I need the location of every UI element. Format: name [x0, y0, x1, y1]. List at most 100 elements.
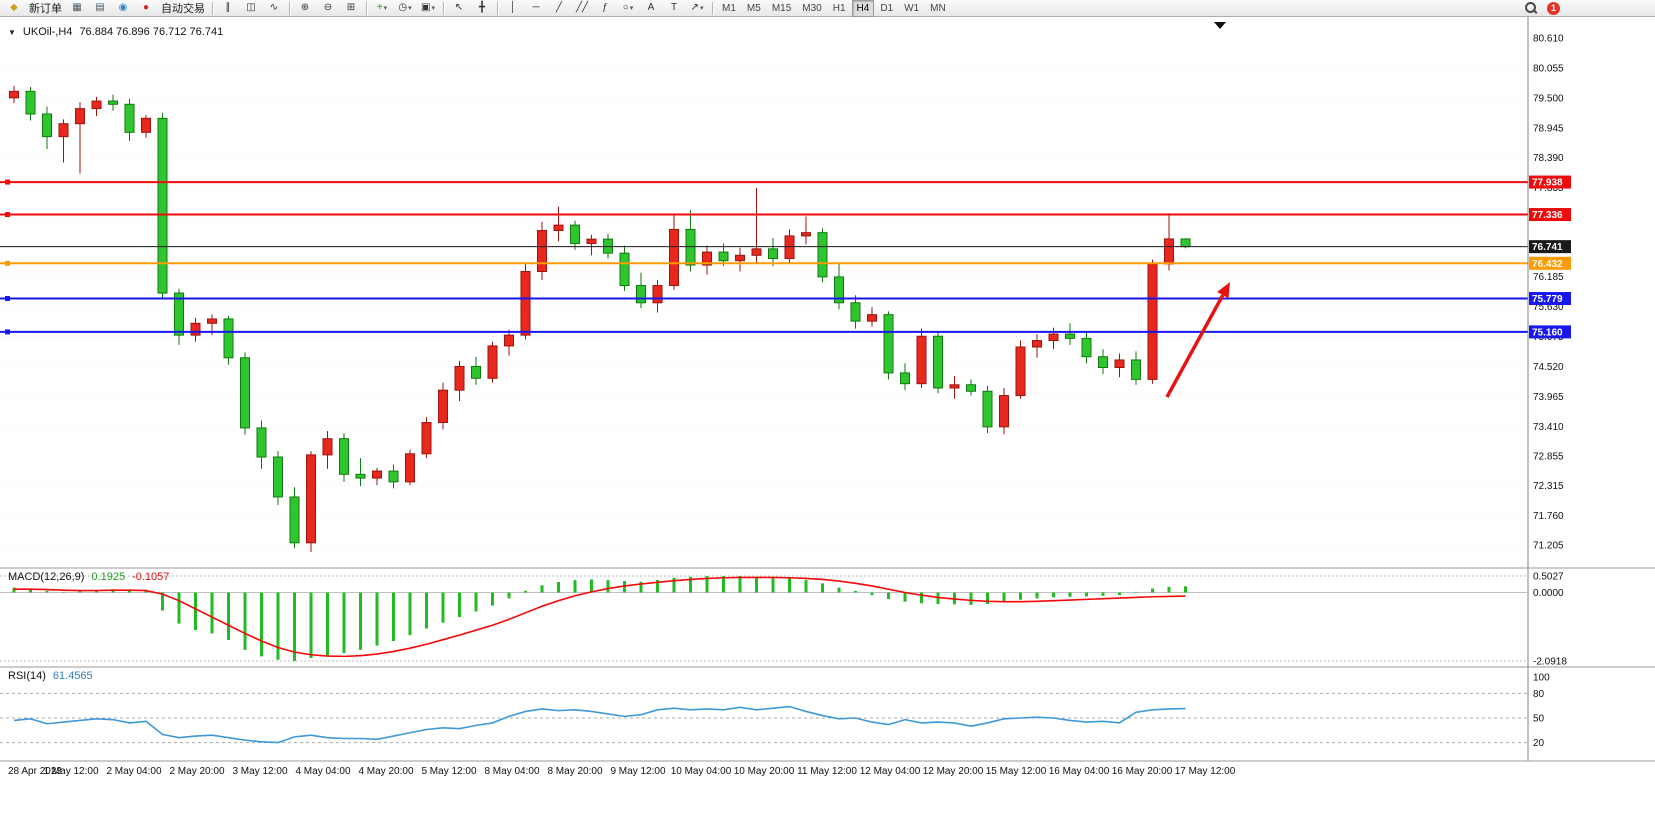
line-handle[interactable]: [5, 212, 10, 218]
autotrading-icon[interactable]: ●: [142, 2, 150, 13]
toolbar-separator: [289, 1, 290, 15]
candle-body: [454, 365, 465, 391]
one-click-trading-icon[interactable]: ▼: [8, 27, 16, 37]
time-axis-label: 15 May 12:00: [986, 766, 1047, 777]
rsi-axis-label: 50: [1533, 714, 1545, 725]
trendline-icon[interactable]: ╱: [555, 2, 563, 13]
candle-body: [487, 345, 498, 379]
time-axis-label: 17 May 12:00: [1175, 766, 1236, 777]
candle-body: [207, 318, 217, 324]
candle-body: [141, 117, 151, 133]
time-axis-label: 2 May 04:00: [106, 766, 161, 777]
line-handle[interactable]: [5, 296, 10, 302]
periods-icon[interactable]: ◷ ▾: [398, 2, 412, 13]
new-order-button[interactable]: 新订单: [29, 3, 62, 15]
charts-window-icon[interactable]: ▦: [72, 2, 82, 13]
price-axis-label: 71.205: [1533, 541, 1564, 552]
symbol-timeframe-label: UKOil-,H4: [22, 26, 73, 38]
new-order-icon[interactable]: ◆: [10, 2, 18, 13]
time-axis-label: 1 May 12:00: [43, 766, 98, 777]
price-badge-75.160: [1529, 325, 1571, 339]
candle-body: [1180, 238, 1191, 248]
timeframe-m1[interactable]: M1: [722, 2, 736, 14]
time-axis-label: 8 May 04:00: [484, 766, 539, 777]
candle-body: [25, 90, 36, 115]
text-icon[interactable]: A: [647, 2, 655, 13]
line-chart-icon[interactable]: ∿: [269, 2, 279, 13]
price-badge-label: 77.336: [1532, 210, 1563, 221]
candle-body: [751, 248, 762, 256]
price-axis-label: 72.855: [1533, 452, 1564, 463]
candle-body: [190, 322, 201, 336]
auto-trading-button[interactable]: 自动交易: [161, 3, 205, 15]
arrows-icon[interactable]: ↗ ▾: [690, 2, 704, 13]
candle-body: [619, 252, 630, 287]
line-handle[interactable]: [5, 329, 10, 335]
time-axis-label: 5 May 12:00: [421, 766, 476, 777]
tile-windows-icon[interactable]: ⊞: [346, 2, 356, 13]
price-axis-label: 80.610: [1533, 33, 1564, 44]
crosshair-icon[interactable]: ╋: [478, 2, 486, 13]
timeframe-mn[interactable]: MN: [930, 2, 946, 14]
toolbar-separator: [712, 1, 713, 15]
channel-icon[interactable]: ╱╱: [575, 2, 589, 13]
macd-header: MACD(12,26,9) 0.1925 -0.1057: [8, 571, 169, 583]
timeframe-m30[interactable]: M30: [802, 2, 822, 14]
shapes-icon[interactable]: ○ ▾: [622, 2, 634, 13]
candle-body: [405, 453, 415, 483]
price-axis-label: 77.835: [1533, 183, 1564, 194]
timeframe-h4[interactable]: H4: [851, 0, 875, 17]
candle-body: [652, 285, 663, 304]
price-badge-label: 77.938: [1532, 178, 1563, 189]
cursor-icon[interactable]: ↖: [454, 2, 464, 13]
timeframe-w1[interactable]: W1: [904, 2, 920, 14]
price-axis-label: 74.520: [1533, 362, 1564, 373]
zoom-out-icon[interactable]: ⊖: [323, 2, 333, 13]
price-axis-label: 72.315: [1533, 481, 1564, 492]
time-axis-label: 28 Apr 2023: [8, 766, 62, 777]
time-axis-label: 11 May 12:00: [797, 766, 857, 777]
notification-badge[interactable]: 1: [1547, 1, 1560, 15]
timeframe-m15[interactable]: M15: [771, 2, 792, 14]
time-axis-label: 9 May 12:00: [610, 766, 665, 777]
candle-body: [553, 224, 564, 232]
candle-body: [735, 254, 745, 262]
text-label-icon[interactable]: T: [670, 2, 678, 13]
candle-body: [900, 372, 910, 385]
search-icon[interactable]: [1525, 1, 1538, 15]
bar-chart-icon[interactable]: ∥: [225, 2, 231, 13]
fibonacci-icon[interactable]: ƒ: [602, 2, 608, 13]
line-handle[interactable]: [5, 260, 10, 266]
timeframe-m5[interactable]: M5: [746, 2, 761, 14]
price-axis-label: 78.390: [1533, 153, 1564, 164]
timeframe-d1[interactable]: D1: [880, 2, 894, 14]
price-axis-label: 76.185: [1533, 272, 1564, 283]
new-chart-icon[interactable]: + ▾: [376, 2, 388, 13]
candle-body: [289, 496, 300, 544]
candle-body: [1015, 346, 1026, 397]
rsi-line: [13, 705, 1186, 744]
zoom-in-icon[interactable]: ⊕: [300, 2, 310, 13]
candle-body: [1048, 333, 1059, 342]
candle-body: [636, 285, 646, 304]
candle-body: [306, 454, 316, 544]
candle-body: [42, 113, 52, 138]
price-axis-label: 79.500: [1533, 93, 1564, 104]
horizontal-line-icon[interactable]: ─: [532, 2, 540, 13]
candle-body: [586, 238, 597, 244]
price-badge-76.741: [1529, 240, 1571, 254]
line-handle[interactable]: [5, 179, 10, 185]
market-watch-icon[interactable]: ◉: [118, 2, 128, 13]
vertical-line-icon[interactable]: │: [509, 2, 517, 13]
ohlc-values: 76.884 76.896 76.712 76.741: [79, 26, 224, 38]
candlestick-chart-icon[interactable]: ◫: [246, 2, 256, 13]
timeframe-h1[interactable]: H1: [832, 2, 846, 14]
templates-icon[interactable]: ▣ ▾: [421, 2, 435, 13]
data-window-icon[interactable]: ▤: [95, 2, 105, 13]
time-axis-label: 16 May 20:00: [1112, 766, 1173, 777]
price-badge-label: 76.741: [1532, 242, 1563, 253]
trend-arrow[interactable]: [1165, 294, 1225, 398]
candle-body: [339, 438, 349, 475]
